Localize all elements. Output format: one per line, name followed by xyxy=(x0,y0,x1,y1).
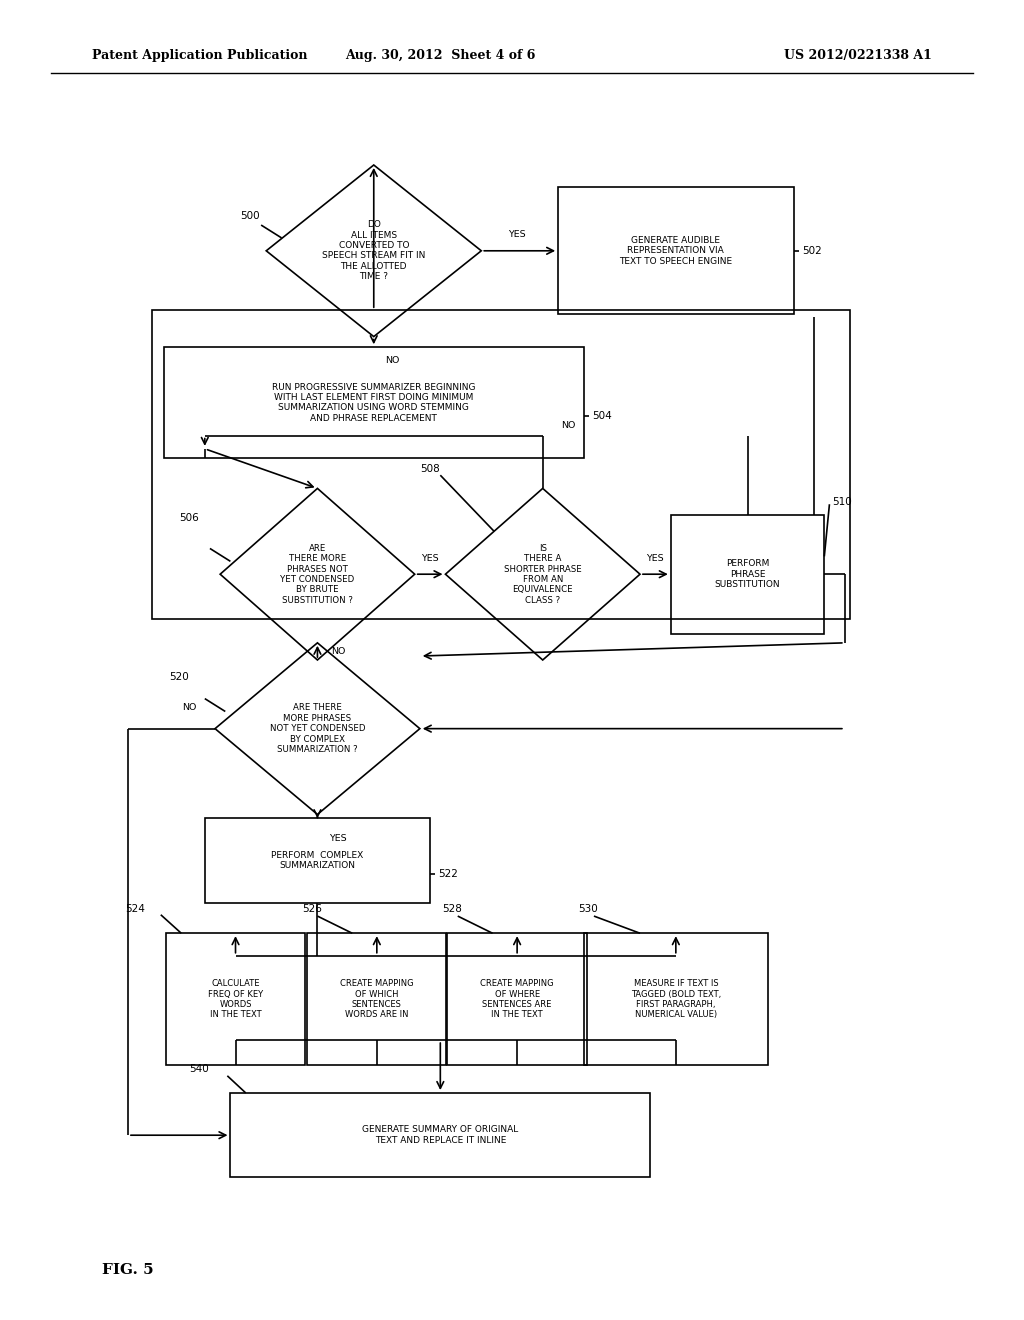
Text: 520: 520 xyxy=(169,672,188,682)
Text: CALCULATE
FREQ OF KEY
WORDS
IN THE TEXT: CALCULATE FREQ OF KEY WORDS IN THE TEXT xyxy=(208,979,263,1019)
Text: MEASURE IF TEXT IS
TAGGED (BOLD TEXT,
FIRST PARAGRAPH,
NUMERICAL VALUE): MEASURE IF TEXT IS TAGGED (BOLD TEXT, FI… xyxy=(631,979,721,1019)
Text: YES: YES xyxy=(329,834,347,842)
Text: YES: YES xyxy=(421,554,439,562)
Text: YES: YES xyxy=(508,231,526,239)
Text: 530: 530 xyxy=(579,904,598,915)
Text: 500: 500 xyxy=(241,211,260,222)
Text: Patent Application Publication: Patent Application Publication xyxy=(92,49,307,62)
Text: 526: 526 xyxy=(302,904,322,915)
Text: NO: NO xyxy=(331,647,345,656)
Text: NO: NO xyxy=(561,421,575,429)
Text: ARE
THERE MORE
PHRASES NOT
YET CONDENSED
BY BRUTE
SUBSTITUTION ?: ARE THERE MORE PHRASES NOT YET CONDENSED… xyxy=(281,544,354,605)
Text: PERFORM  COMPLEX
SUMMARIZATION: PERFORM COMPLEX SUMMARIZATION xyxy=(271,851,364,870)
Text: FIG. 5: FIG. 5 xyxy=(102,1263,154,1276)
Text: PERFORM
PHRASE
SUBSTITUTION: PERFORM PHRASE SUBSTITUTION xyxy=(715,560,780,589)
Text: NO: NO xyxy=(385,356,399,364)
Text: 504: 504 xyxy=(592,411,611,421)
Text: RUN PROGRESSIVE SUMMARIZER BEGINNING
WITH LAST ELEMENT FIRST DOING MINIMUM
SUMMA: RUN PROGRESSIVE SUMMARIZER BEGINNING WIT… xyxy=(272,383,475,422)
Text: US 2012/0221338 A1: US 2012/0221338 A1 xyxy=(784,49,932,62)
Text: CREATE MAPPING
OF WHERE
SENTENCES ARE
IN THE TEXT: CREATE MAPPING OF WHERE SENTENCES ARE IN… xyxy=(480,979,554,1019)
Text: Aug. 30, 2012  Sheet 4 of 6: Aug. 30, 2012 Sheet 4 of 6 xyxy=(345,49,536,62)
Text: IS
THERE A
SHORTER PHRASE
FROM AN
EQUIVALENCE
CLASS ?: IS THERE A SHORTER PHRASE FROM AN EQUIVA… xyxy=(504,544,582,605)
Text: NO: NO xyxy=(182,704,197,711)
Text: 524: 524 xyxy=(125,904,144,915)
Text: 540: 540 xyxy=(189,1064,209,1074)
Text: ARE THERE
MORE PHRASES
NOT YET CONDENSED
BY COMPLEX
SUMMARIZATION ?: ARE THERE MORE PHRASES NOT YET CONDENSED… xyxy=(269,704,366,754)
Text: DO
ALL ITEMS
CONVERTED TO
SPEECH STREAM FIT IN
THE ALLOTTED
TIME ?: DO ALL ITEMS CONVERTED TO SPEECH STREAM … xyxy=(323,220,425,281)
Text: GENERATE AUDIBLE
REPRESENTATION VIA
TEXT TO SPEECH ENGINE: GENERATE AUDIBLE REPRESENTATION VIA TEXT… xyxy=(620,236,732,265)
Text: CREATE MAPPING
OF WHICH
SENTENCES
WORDS ARE IN: CREATE MAPPING OF WHICH SENTENCES WORDS … xyxy=(340,979,414,1019)
Text: YES: YES xyxy=(646,554,665,562)
Text: 528: 528 xyxy=(442,904,462,915)
Text: 510: 510 xyxy=(833,496,852,507)
Text: 522: 522 xyxy=(438,869,458,879)
Text: 502: 502 xyxy=(802,246,821,256)
Text: GENERATE SUMMARY OF ORIGINAL
TEXT AND REPLACE IT INLINE: GENERATE SUMMARY OF ORIGINAL TEXT AND RE… xyxy=(362,1126,518,1144)
Text: 506: 506 xyxy=(179,513,199,523)
Text: 508: 508 xyxy=(420,463,439,474)
